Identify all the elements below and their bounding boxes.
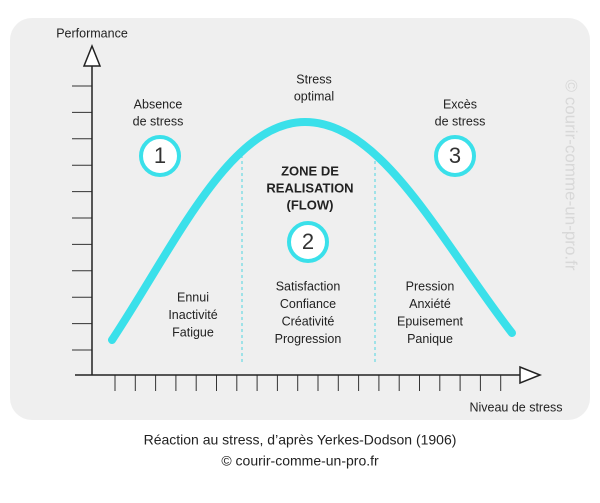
- caption: Réaction au stress, d’après Yerkes-Dodso…: [144, 432, 457, 448]
- zone-state: Panique: [407, 332, 453, 346]
- panel: [10, 18, 590, 420]
- zone-badge: [287, 221, 329, 263]
- x-arrow: [519, 365, 543, 385]
- zone-title: ZONE DE: [281, 163, 339, 178]
- y-axis-label: Performance: [56, 26, 128, 40]
- peak-label: Stress: [296, 72, 331, 86]
- zone-state: Inactivité: [168, 308, 217, 322]
- zone-state: Ennui: [177, 290, 209, 304]
- peak-label: optimal: [294, 89, 334, 103]
- watermark: © courir-comme-un-pro.fr: [562, 79, 581, 270]
- zone-state: Créativité: [282, 314, 335, 328]
- performance-curve: [108, 117, 516, 344]
- zone-badge: [139, 135, 181, 177]
- zone-label: de stress: [133, 114, 184, 128]
- zone-label: Absence: [134, 97, 183, 111]
- zone-title: (FLOW): [287, 197, 334, 212]
- zone-state: Pression: [406, 279, 455, 293]
- zone-number: 3: [449, 143, 461, 168]
- axis-ticks: [72, 85, 502, 391]
- zone-state: Confiance: [280, 297, 336, 311]
- zone-badge: [434, 135, 476, 177]
- zone-label: Excès: [443, 97, 477, 111]
- zone-number: 1: [154, 143, 166, 168]
- zone-state: Fatigue: [172, 325, 214, 339]
- y-arrow: [82, 43, 102, 67]
- zone-state: Progression: [275, 332, 342, 346]
- caption: © courir-comme-un-pro.fr: [221, 453, 379, 469]
- zone-title: REALISATION: [266, 180, 353, 195]
- x-axis-label: Niveau de stress: [469, 400, 562, 414]
- zone-state: Anxiété: [409, 297, 451, 311]
- zone-number: 2: [302, 229, 314, 254]
- zone-state: Satisfaction: [276, 279, 341, 293]
- zone-label: de stress: [435, 114, 486, 128]
- zone-state: Epuisement: [397, 314, 464, 328]
